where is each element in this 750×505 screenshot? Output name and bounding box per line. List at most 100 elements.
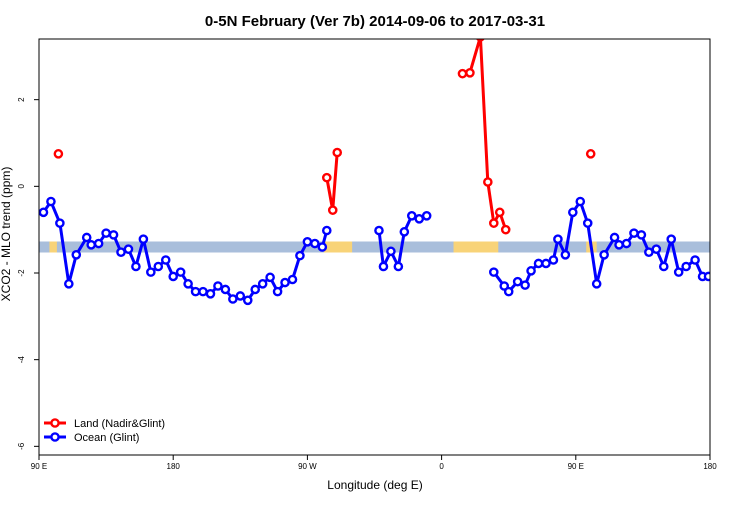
y-tick-label-1: 0 bbox=[17, 184, 26, 189]
series-1-point-2-6 bbox=[533, 258, 544, 269]
series-1-point-2-24 bbox=[666, 234, 677, 244]
series-0-point-2-5 bbox=[494, 207, 505, 218]
series-1-point-0-19 bbox=[183, 279, 193, 289]
legend-label-0: Land (Nadir&Glint) bbox=[74, 418, 165, 430]
series-1-point-0-14 bbox=[146, 267, 156, 277]
series-1 bbox=[39, 196, 710, 306]
series-1-point-0-9 bbox=[108, 230, 119, 240]
series-0-point-2-4 bbox=[488, 218, 499, 228]
y-tick-label-4: -6 bbox=[17, 442, 26, 450]
x-tick-label-2: 90 W bbox=[298, 462, 317, 471]
series-1-point-0-31 bbox=[272, 286, 283, 297]
series-1-point-1-7 bbox=[421, 210, 432, 221]
series-1-point-0-33 bbox=[287, 274, 298, 285]
series-1-point-2-22 bbox=[651, 244, 662, 254]
series-1-point-2-25 bbox=[673, 267, 684, 277]
series-1-point-0-22 bbox=[205, 288, 216, 299]
series-1-point-0-16 bbox=[160, 255, 171, 265]
series-0 bbox=[53, 39, 596, 235]
series-1-point-2-13 bbox=[582, 218, 593, 228]
series-1-point-0-25 bbox=[228, 294, 238, 304]
series-1-point-0-6 bbox=[86, 240, 96, 250]
plot-frame bbox=[38, 38, 711, 456]
series-1-point-2-17 bbox=[614, 240, 624, 250]
series-1-point-0-1 bbox=[46, 196, 56, 207]
series-1-point-0-12 bbox=[131, 261, 141, 272]
series-1-point-2-2 bbox=[503, 286, 514, 297]
series-1-point-1-1 bbox=[378, 261, 389, 272]
series-1-point-0-24 bbox=[220, 284, 231, 295]
series-0-point-1-1 bbox=[327, 205, 338, 215]
series-1-point-2-20 bbox=[636, 230, 647, 240]
legend-marker-0 bbox=[50, 418, 60, 428]
x-tick-label-3: 0 bbox=[439, 462, 444, 471]
series-1-point-0-8 bbox=[101, 228, 111, 238]
series-1-point-0-35 bbox=[302, 236, 313, 247]
series-1-point-2-7 bbox=[541, 258, 551, 269]
series-0-point-0-0 bbox=[53, 149, 64, 159]
series-1-point-2-9 bbox=[553, 234, 563, 244]
series-1-point-2-27 bbox=[690, 255, 700, 265]
series-0-point-1-2 bbox=[332, 147, 343, 158]
series-1-point-1-6 bbox=[414, 214, 425, 224]
y-axis-label: XCO2 - MLO trend (ppm) bbox=[0, 167, 13, 302]
series-1-point-1-5 bbox=[406, 210, 417, 221]
series-1-point-0-29 bbox=[257, 279, 268, 289]
series-0-point-2-6 bbox=[500, 224, 511, 235]
series-1-point-2-4 bbox=[520, 280, 530, 290]
series-1-point-2-12 bbox=[575, 196, 586, 207]
series-1-point-0-27 bbox=[242, 295, 253, 306]
y-tick-label-2: -2 bbox=[17, 269, 26, 277]
series-0-point-1-0 bbox=[321, 172, 332, 183]
x-tick-label-5: 180 bbox=[703, 462, 717, 471]
series-1-point-0-32 bbox=[280, 277, 290, 288]
series-1-point-0-7 bbox=[93, 238, 104, 249]
series-1-point-0-18 bbox=[175, 267, 186, 277]
series-1-point-0-37 bbox=[317, 242, 328, 252]
series-1-point-2-16 bbox=[609, 232, 620, 243]
series-1-point-2-21 bbox=[644, 247, 654, 257]
series-1-point-2-23 bbox=[658, 261, 669, 272]
y-tick-label-3: -4 bbox=[17, 356, 26, 364]
series-0-point-2-3 bbox=[483, 177, 493, 187]
series-1-point-0-13 bbox=[138, 234, 149, 244]
series-0-point-2-1 bbox=[465, 68, 475, 78]
series-layer bbox=[39, 39, 710, 306]
series-1-point-0-21 bbox=[198, 286, 208, 297]
series-0-line-2 bbox=[462, 39, 508, 231]
series-1-point-2-15 bbox=[599, 249, 609, 260]
legend: Land (Nadir&Glint) Ocean (Glint) bbox=[44, 418, 165, 444]
series-1-point-1-0 bbox=[374, 225, 384, 236]
series-1-point-0-4 bbox=[71, 249, 82, 260]
series-1-point-2-3 bbox=[512, 276, 523, 287]
series-1-point-2-0 bbox=[488, 267, 499, 277]
series-1-point-0-17 bbox=[168, 271, 178, 282]
series-1-point-0-10 bbox=[116, 247, 126, 257]
series-1-point-2-29 bbox=[703, 271, 710, 282]
series-1-point-1-2 bbox=[386, 246, 396, 257]
series-1-point-2-14 bbox=[591, 279, 602, 289]
series-1-point-2-11 bbox=[568, 207, 578, 218]
x-axis-label: Longitude (deg E) bbox=[327, 478, 422, 492]
series-1-point-2-5 bbox=[526, 266, 536, 276]
series-0-point-2-0 bbox=[457, 68, 468, 79]
series-0-point-3-0 bbox=[585, 149, 596, 159]
series-1-point-0-36 bbox=[310, 238, 320, 249]
chart-title: 0-5N February (Ver 7b) 2014-09-06 to 201… bbox=[205, 13, 545, 30]
axis-layer: 90 E 180 90 W 0 90 E 180 2 0 -2 -4 -6 bbox=[17, 38, 717, 471]
series-1-point-2-10 bbox=[560, 249, 571, 260]
series-1-point-0-23 bbox=[213, 281, 223, 291]
series-1-point-0-30 bbox=[265, 272, 275, 283]
y-tick-label-0: 2 bbox=[17, 97, 26, 102]
series-1-point-0-15 bbox=[153, 261, 164, 272]
series-1-point-0-11 bbox=[123, 244, 134, 254]
series-1-point-0-34 bbox=[295, 250, 305, 261]
series-1-point-1-4 bbox=[399, 227, 410, 237]
series-1-point-1-3 bbox=[393, 261, 404, 272]
series-1-point-0-38 bbox=[321, 225, 332, 236]
series-1-point-0-0 bbox=[39, 207, 49, 218]
series-1-point-2-8 bbox=[548, 255, 559, 265]
series-1-point-2-19 bbox=[629, 228, 639, 238]
